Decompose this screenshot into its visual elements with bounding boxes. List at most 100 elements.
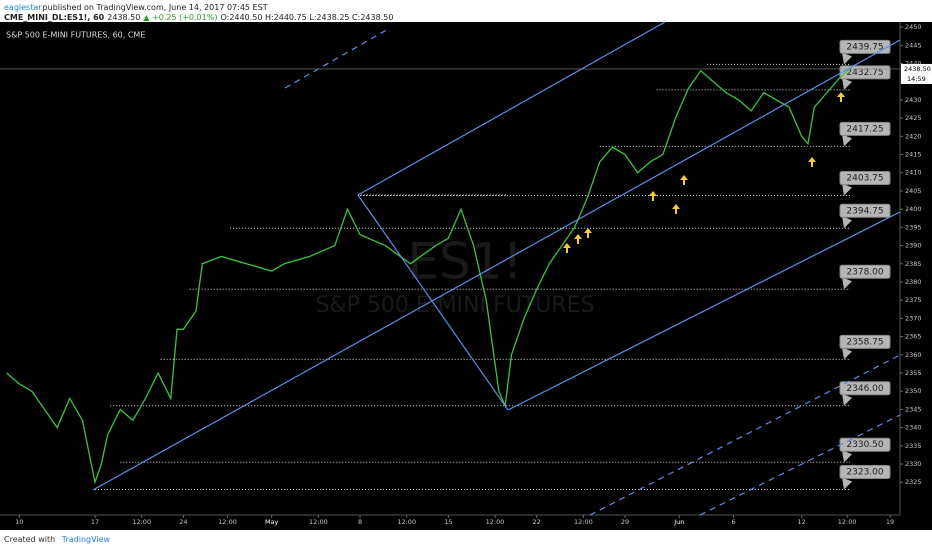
y-tick-label: 2395 <box>905 223 922 231</box>
level-label: 2394.75 <box>846 206 883 216</box>
x-tick-label: 12:00 <box>309 518 328 526</box>
arrow <box>680 175 688 185</box>
arrow <box>584 228 592 238</box>
pitchfork-median <box>92 39 901 491</box>
y-tick-label: 2355 <box>905 369 922 377</box>
level-label: 2323.00 <box>846 468 883 478</box>
x-tick-label: 12:00 <box>132 518 151 526</box>
pitchfork-warning <box>284 27 391 89</box>
y-tick-label: 2330 <box>905 460 922 468</box>
y-tick-label: 2430 <box>905 96 922 104</box>
x-tick-label: 22 <box>533 518 541 526</box>
last-price-label: 2438.50 <box>904 65 931 73</box>
level-callout <box>842 216 852 229</box>
level-callout <box>842 393 852 406</box>
author[interactable]: eaglestar <box>4 3 42 12</box>
x-tick-label: 17 <box>91 518 99 526</box>
level-callout <box>842 477 852 490</box>
level-label: 2403.75 <box>846 173 883 183</box>
y-tick-label: 2375 <box>905 296 922 304</box>
arrow <box>672 204 680 214</box>
pitchfork-warning <box>699 414 901 516</box>
y-tick-label: 2365 <box>905 333 922 341</box>
y-tick-label: 2420 <box>905 132 922 140</box>
ohlc: O:2440.50 H:2440.75 L:2438.25 C:2438.50 <box>220 13 394 22</box>
y-tick-label: 2440 <box>905 60 922 68</box>
x-tick-label: 24 <box>179 518 187 526</box>
arrow <box>574 234 582 244</box>
level-box <box>839 121 891 136</box>
pitchfork-handle <box>357 194 509 411</box>
y-tick-label: 2405 <box>905 187 922 195</box>
y-tick-label: 2340 <box>905 424 922 432</box>
brand[interactable]: TradingView <box>61 535 111 544</box>
x-tick-label: 19 <box>886 518 894 526</box>
arrows <box>563 92 845 253</box>
y-tick-label: 2410 <box>905 169 922 177</box>
x-tick-label: 15 <box>444 518 452 526</box>
level-callout <box>842 277 852 290</box>
level-callout <box>842 183 852 196</box>
y-tick-label: 2380 <box>905 278 922 286</box>
y-tick-label: 2345 <box>905 405 922 413</box>
x-tick-label: May <box>265 518 279 526</box>
y-tick-label: 2360 <box>905 351 922 359</box>
y-tick-label: 2390 <box>905 242 922 250</box>
x-tick-label: 8 <box>358 518 362 526</box>
x-tick-label: 12 <box>798 518 806 526</box>
x-tick-label: 12:00 <box>397 518 416 526</box>
x-tick-label: 10 <box>15 518 23 526</box>
created: Created with <box>4 535 56 544</box>
arrow <box>649 191 657 201</box>
y-tick-label: 2415 <box>905 151 922 159</box>
y-tick-label: 2325 <box>905 478 922 486</box>
countdown: 14:59 <box>907 75 926 83</box>
level-label: 2432.75 <box>846 68 883 78</box>
header-line: eaglestarpublished on TradingView.com, J… <box>4 3 271 12</box>
level-label: 2346.00 <box>846 384 883 394</box>
level-box <box>839 334 891 349</box>
arrow <box>808 157 816 167</box>
arrow <box>837 92 845 102</box>
y-tick-label: 2400 <box>905 205 922 213</box>
pitchfork-upper <box>357 22 666 196</box>
level-box <box>839 465 891 480</box>
x-tick-label: 12:00 <box>486 518 505 526</box>
level-label: 2417.25 <box>846 124 883 134</box>
level-callout <box>842 450 852 463</box>
level-box <box>839 203 891 218</box>
x-tick-label: 12:00 <box>838 518 857 526</box>
arrow <box>563 243 571 253</box>
y-tick-label: 2445 <box>905 41 922 49</box>
pitchfork <box>92 22 901 516</box>
level-label: 2358.75 <box>846 337 883 347</box>
level-callout <box>842 77 852 90</box>
level-label: 2378.00 <box>846 267 883 277</box>
level-callout <box>842 134 852 147</box>
y-tick-label: 2370 <box>905 314 922 322</box>
y-tick-label: 2385 <box>905 260 922 268</box>
price: 2438.50 <box>107 13 141 22</box>
chart-title: S&P 500 E-MINI FUTURES, 60, CME <box>6 31 145 40</box>
level-label: 2439.75 <box>846 42 883 52</box>
change: ▲ +0.25 (+0.01%) <box>143 13 218 22</box>
last-price-box <box>901 63 932 74</box>
chart: ES1! S&P 500 E-MINI FUTURES S&P 500 E-MI… <box>0 22 932 530</box>
chart-background <box>0 22 932 530</box>
x-tick-label: 12:00 <box>218 518 237 526</box>
y-tick-label: 2425 <box>905 114 922 122</box>
watermark-sub: S&P 500 E-MINI FUTURES <box>315 293 594 318</box>
level-box <box>839 39 891 54</box>
level-callout <box>842 52 852 65</box>
pitchfork-warning <box>589 354 901 516</box>
symbol: CME_MINI_DL:ES1!, 60 <box>4 13 105 22</box>
x-tick-label: 29 <box>621 518 629 526</box>
countdown-box <box>901 73 932 84</box>
y-tick-label: 2350 <box>905 387 922 395</box>
price-line <box>6 68 851 485</box>
pitchfork-lower <box>507 211 901 411</box>
x-tick-label: Jun <box>673 518 684 526</box>
published: published on TradingView.com, June 14, 2… <box>42 3 268 12</box>
level-label: 2330.50 <box>846 440 883 450</box>
